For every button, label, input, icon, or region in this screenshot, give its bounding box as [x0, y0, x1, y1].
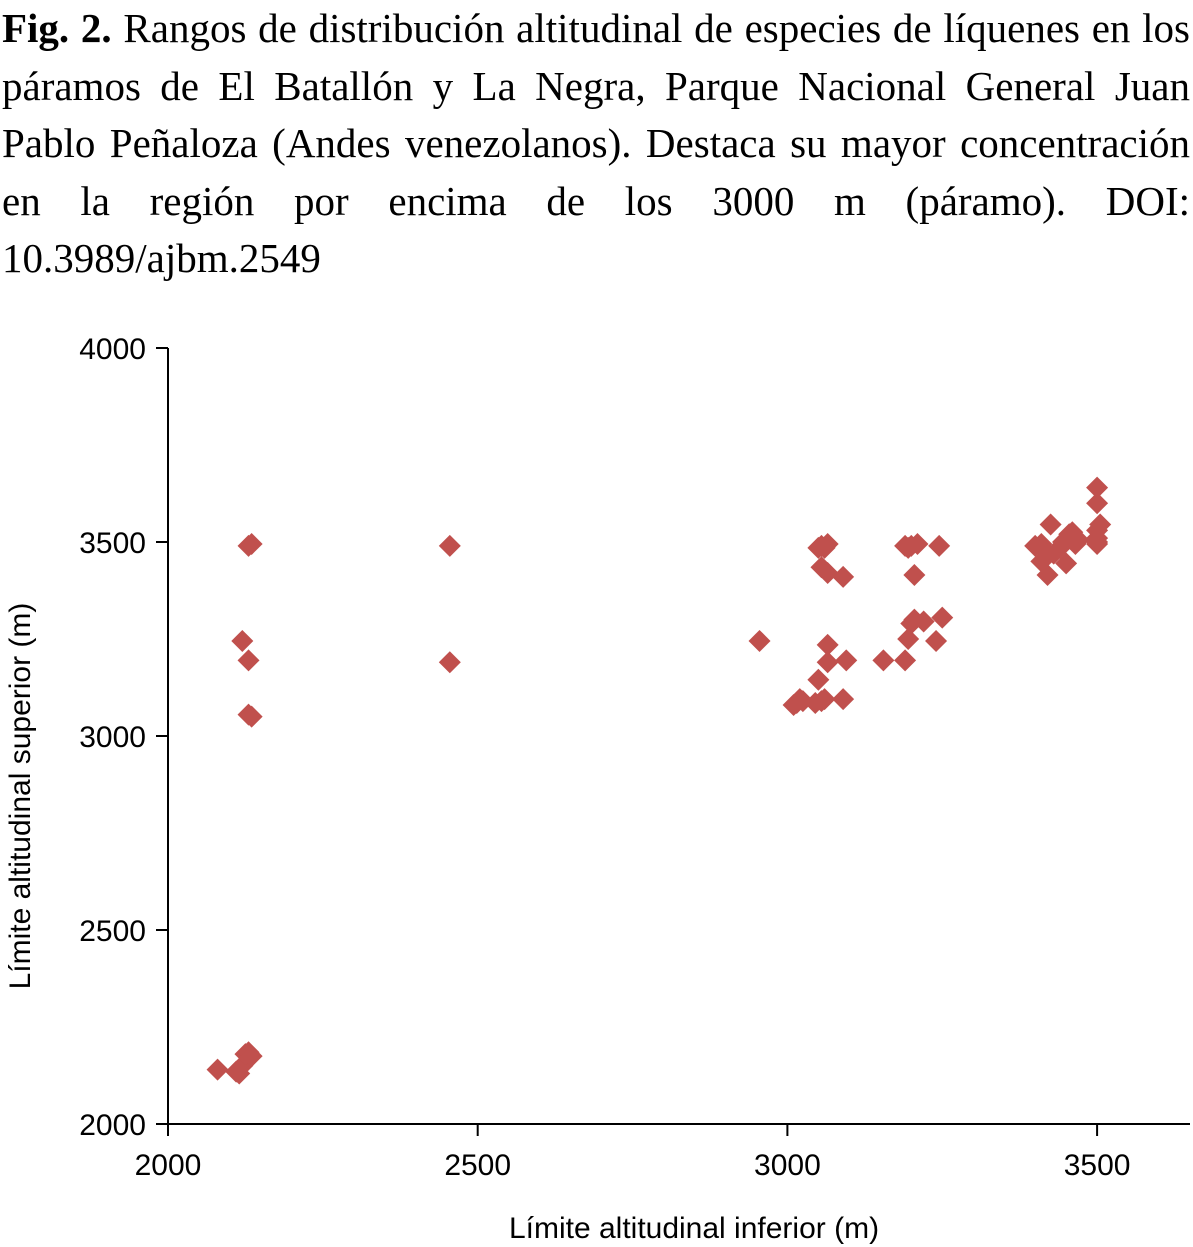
data-point [813, 688, 836, 711]
data-point [816, 651, 839, 674]
data-point [894, 649, 917, 672]
data-points [206, 476, 1112, 1085]
data-point [240, 1045, 263, 1068]
data-point [832, 688, 855, 711]
data-point [897, 628, 920, 650]
data-point [816, 532, 839, 555]
x-axis-title: Límite altitudinal inferior (m) [509, 1212, 879, 1245]
chart-axes [167, 348, 1190, 1125]
x-tick-label: 2000 [135, 1149, 202, 1182]
figure-caption: Fig. 2. Rangos de distribución altitudin… [2, 0, 1190, 288]
caption-text: Rangos de distribución altitudinal de es… [2, 5, 1190, 281]
y-tick-label: 2500 [79, 915, 146, 948]
data-point [231, 629, 254, 652]
data-point [903, 563, 926, 586]
x-tick-label: 2500 [444, 1149, 511, 1182]
x-tick-label: 3000 [754, 1149, 821, 1182]
data-point [816, 633, 839, 656]
data-point [816, 562, 839, 585]
data-point [931, 606, 954, 629]
data-point [1086, 492, 1109, 515]
data-point [912, 610, 935, 633]
data-point [438, 651, 461, 674]
data-point [1039, 513, 1062, 536]
data-point [438, 534, 461, 557]
data-point [872, 649, 895, 672]
data-point [807, 668, 830, 691]
figure-label: Fig. 2. [2, 5, 112, 51]
data-point [906, 532, 929, 555]
y-tick-label: 3500 [79, 527, 146, 560]
x-tick-label: 3500 [1064, 1149, 1131, 1182]
data-point [237, 649, 260, 672]
y-axis-ticks: 2000 2500 3000 3500 4000 [79, 333, 168, 1142]
data-point [240, 705, 263, 728]
data-point [1089, 513, 1112, 536]
data-point [1036, 563, 1059, 586]
data-point [240, 532, 263, 555]
y-tick-label: 3000 [79, 721, 146, 754]
y-tick-label: 2000 [79, 1109, 146, 1142]
data-point [1055, 552, 1078, 575]
data-point [835, 649, 858, 672]
data-point [928, 534, 951, 557]
data-point [1067, 529, 1090, 552]
data-point [832, 565, 855, 588]
y-axis-title: Límite altitudinal superior (m) [4, 603, 37, 990]
data-point [748, 629, 771, 652]
data-point [1086, 476, 1109, 499]
data-point [206, 1058, 229, 1081]
x-axis-ticks: 2000 2500 3000 3500 [135, 1124, 1131, 1182]
data-point [925, 629, 948, 652]
y-tick-label: 4000 [79, 333, 146, 366]
